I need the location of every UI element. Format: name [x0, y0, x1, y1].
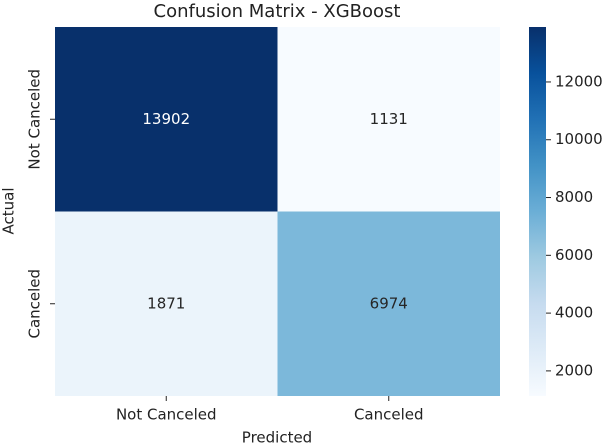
x-tick-label: Canceled	[354, 406, 424, 424]
cell-label: 13902	[142, 110, 190, 128]
cell-label: 1131	[370, 110, 408, 128]
cell	[277, 211, 500, 396]
x-tick-label: Not Canceled	[116, 406, 217, 424]
colorbar	[529, 27, 546, 396]
cell	[277, 27, 500, 212]
cell-label: 6974	[370, 294, 408, 312]
colorbar-tick-label: 6000	[555, 246, 593, 264]
y-tick-label: Not Canceled	[26, 69, 44, 170]
y-axis-label: Actual	[0, 188, 18, 235]
x-axis-label: Predicted	[242, 429, 312, 447]
cell-label: 1871	[147, 294, 185, 312]
colorbar-tick-label: 10000	[555, 130, 603, 148]
colorbar-tick-label: 4000	[555, 304, 593, 322]
colorbar-tick-label: 8000	[555, 188, 593, 206]
y-tick-label: Canceled	[26, 269, 44, 339]
cell	[55, 27, 278, 212]
colorbar-tick-label: 2000	[555, 361, 593, 379]
chart-title: Confusion Matrix - XGBoost	[154, 1, 401, 22]
cell	[55, 211, 278, 396]
colorbar-tick-label: 12000	[555, 72, 603, 90]
